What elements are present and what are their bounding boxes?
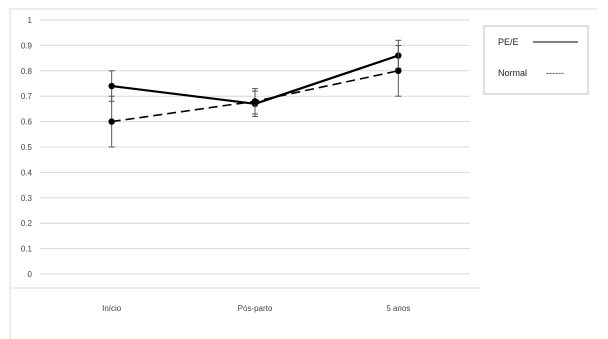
x-axis-ticks: Início Pós-parto 5 anos [102,304,410,313]
y-tick-label: 0.8 [21,67,33,76]
y-tick-label: 0.7 [21,92,33,101]
y-tick-label: 0.1 [21,245,33,254]
gridlines [40,19,470,275]
data-point [108,118,115,125]
y-tick-label: 0.4 [21,168,33,177]
legend-box [483,25,589,95]
y-tick-label: 0.3 [21,194,33,203]
y-axis-ticks: 0 0.1 0.2 0.3 0.4 0.5 0.6 0.7 0.8 0.9 1 [21,16,33,279]
y-tick-label: 1 [28,16,33,25]
legend: PE/E Normal ------ [483,25,589,95]
y-tick-label: 0.9 [21,41,33,50]
series-layer [108,39,402,148]
y-tick-label: 0.5 [21,143,33,152]
legend-dash-normal: ------ [546,68,564,78]
x-tick-label: 5 anos [386,304,410,313]
data-point [395,67,402,75]
legend-label-normal: Normal [498,68,527,78]
plot-frame [9,8,598,339]
legend-label-pe: PE/E [498,37,519,47]
y-tick-label: 0.6 [21,118,33,127]
y-tick-label: 0.2 [21,219,33,228]
data-point [108,82,115,90]
series-normal [108,44,402,148]
data-point [251,98,259,105]
x-tick-label: Início [102,304,122,313]
x-tick-label: Pós-parto [238,304,273,313]
y-tick-label: 0 [28,270,33,279]
